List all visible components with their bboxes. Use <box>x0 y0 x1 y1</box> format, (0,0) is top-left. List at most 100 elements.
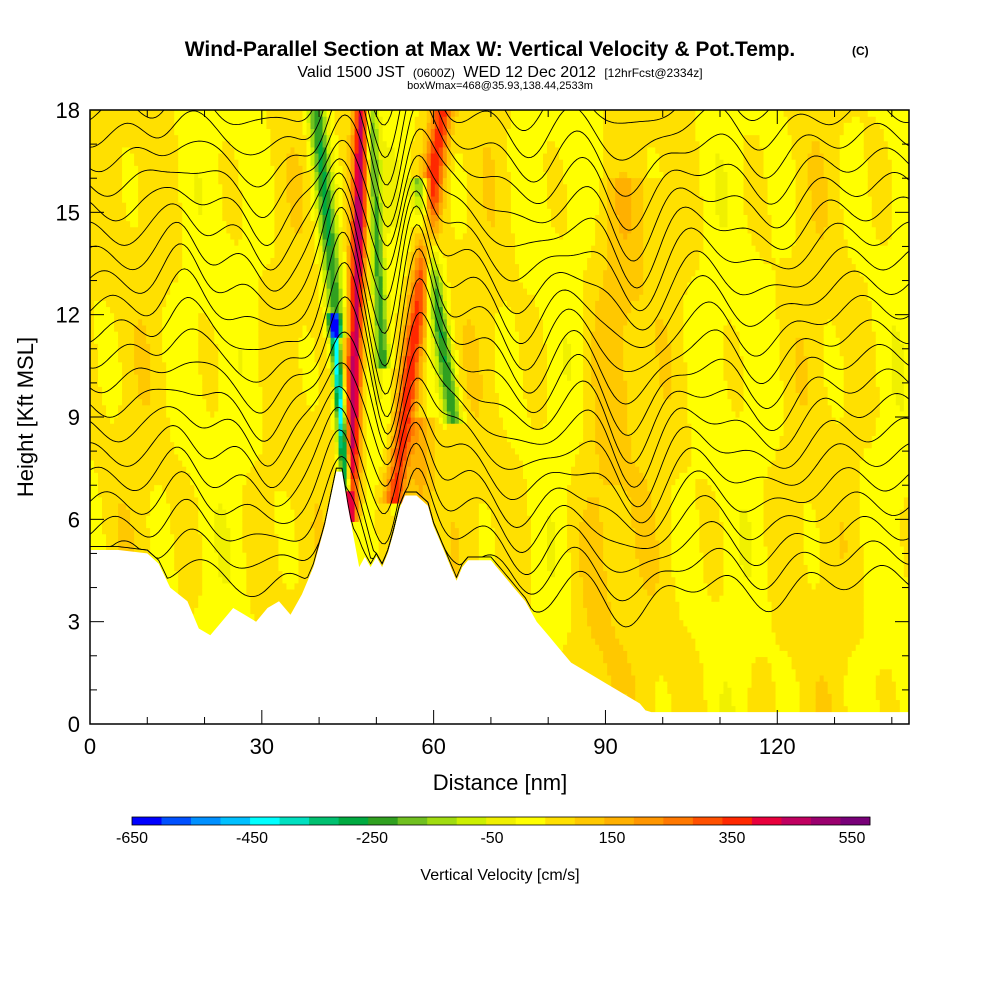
field-cell <box>258 312 263 320</box>
field-cell <box>234 410 239 418</box>
field-cell <box>174 478 179 486</box>
field-cell <box>162 478 167 486</box>
field-cell <box>110 502 115 510</box>
field-cell <box>122 306 127 314</box>
field-cell <box>166 288 171 295</box>
field-cell <box>206 214 211 222</box>
field-cell <box>198 380 203 387</box>
field-cell <box>106 337 111 344</box>
field-cell <box>174 545 179 553</box>
field-cell <box>254 374 259 381</box>
field-cell <box>126 269 131 277</box>
field-cell <box>118 453 123 461</box>
field-cell <box>90 545 95 553</box>
field-cell <box>258 171 263 179</box>
field-cell <box>102 238 107 246</box>
field-cell <box>90 392 95 400</box>
field-cell <box>118 159 123 166</box>
field-cell <box>214 146 219 154</box>
field-cell <box>126 214 131 222</box>
field-cell <box>234 509 239 516</box>
field-cell <box>182 361 187 369</box>
field-cell <box>154 165 159 172</box>
field-cell <box>134 269 139 277</box>
field-cell <box>234 134 239 142</box>
field-cell <box>234 453 239 461</box>
field-cell <box>270 300 276 308</box>
field-cell <box>162 380 167 387</box>
field-cell <box>150 318 155 326</box>
field-cell <box>238 251 243 258</box>
field-cell <box>266 183 272 191</box>
field-cell <box>222 398 227 406</box>
field-cell <box>238 490 243 498</box>
field-cell <box>134 251 139 258</box>
field-cell <box>130 183 135 191</box>
field-cell <box>142 380 147 387</box>
field-cell <box>114 410 119 418</box>
field-cell <box>230 312 235 320</box>
field-cell <box>114 545 119 553</box>
field-cell <box>178 564 183 572</box>
field-cell <box>226 398 231 406</box>
field-cell <box>114 288 119 295</box>
field-cell <box>186 429 191 437</box>
field-cell <box>146 539 151 547</box>
field-cell <box>230 552 235 559</box>
field-cell <box>230 324 235 332</box>
field-cell <box>270 349 276 357</box>
field-cell <box>278 490 284 498</box>
field-cell <box>162 355 167 363</box>
field-cell <box>174 294 179 301</box>
field-cell <box>266 226 272 234</box>
field-cell <box>90 404 95 412</box>
field-cell <box>142 281 147 289</box>
field-cell <box>102 152 107 160</box>
field-cell <box>130 122 135 130</box>
field-cell <box>118 171 123 179</box>
field-cell <box>154 177 159 185</box>
field-cell <box>262 110 267 117</box>
field-cell <box>190 312 195 320</box>
field-cell <box>206 490 211 498</box>
field-cell <box>166 159 171 166</box>
field-cell <box>186 165 191 172</box>
field-cell <box>202 539 207 547</box>
field-cell <box>270 152 276 160</box>
field-cell <box>206 189 211 197</box>
field-cell <box>122 202 127 209</box>
field-cell <box>226 331 231 338</box>
field-cell <box>254 478 259 486</box>
field-cell <box>138 171 143 179</box>
field-cell <box>230 601 235 608</box>
field-cell <box>278 515 284 522</box>
field-cell <box>234 361 239 369</box>
field-cell <box>282 435 288 443</box>
field-cell <box>146 515 151 522</box>
field-cell <box>170 466 175 473</box>
field-cell <box>206 410 211 418</box>
field-cell <box>206 441 211 449</box>
field-cell <box>226 502 231 510</box>
field-cell <box>198 521 203 529</box>
field-cell <box>94 331 99 338</box>
field-cell <box>262 398 267 406</box>
field-cell <box>226 355 231 363</box>
field-cell <box>222 423 227 430</box>
field-cell <box>254 417 259 424</box>
field-cell <box>102 245 107 252</box>
field-cell <box>210 515 215 522</box>
field-cell <box>126 134 131 142</box>
field-cell <box>174 324 179 332</box>
field-cell <box>94 208 99 215</box>
field-cell <box>226 294 231 301</box>
field-cell <box>90 533 95 541</box>
field-cell <box>166 453 171 461</box>
field-cell <box>190 251 195 258</box>
field-cell <box>278 509 284 516</box>
field-cell <box>262 582 267 590</box>
field-cell <box>106 269 111 277</box>
field-cell <box>262 122 267 130</box>
field-cell <box>210 490 215 498</box>
field-cell <box>198 607 203 615</box>
